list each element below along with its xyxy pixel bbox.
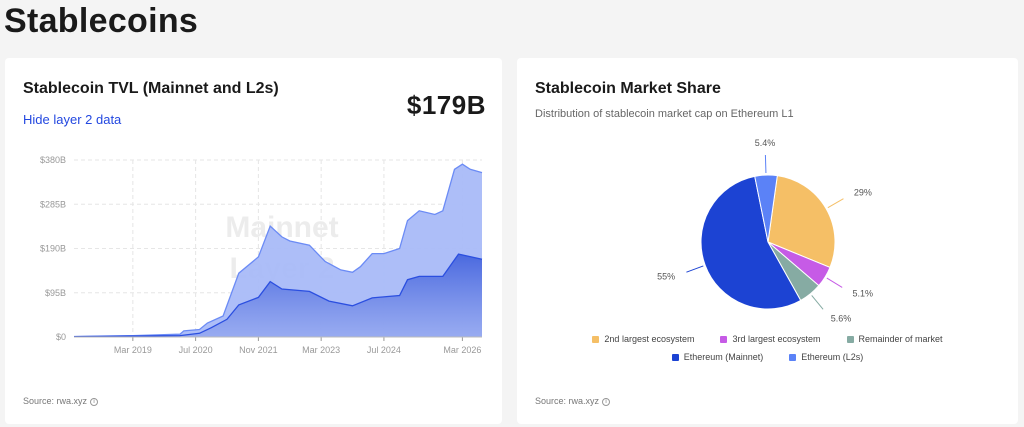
info-icon[interactable]: i bbox=[602, 397, 611, 406]
y-tick-label: $380B bbox=[40, 155, 66, 165]
legend-item[interactable]: 2nd largest ecosystem bbox=[592, 334, 694, 344]
source-text: Source: rwa.xyz bbox=[23, 396, 88, 406]
pie-label-leader bbox=[764, 155, 767, 174]
pie-slice-ethereum-mainnet[interactable] bbox=[700, 175, 802, 310]
pie-slice-ethereum-l2s[interactable] bbox=[754, 174, 778, 243]
pie-data-label: 5.1% bbox=[852, 289, 873, 299]
legend-label: 2nd largest ecosystem bbox=[604, 334, 695, 344]
market-share-title: Stablecoin Market Share bbox=[535, 80, 721, 97]
pie-label-leader bbox=[811, 295, 824, 310]
legend-swatch-icon bbox=[846, 335, 854, 343]
x-tick-label: Mar 2026 bbox=[443, 345, 481, 355]
info-icon[interactable]: i bbox=[90, 397, 99, 406]
x-tick-label: Jul 2024 bbox=[367, 345, 401, 355]
legend-item[interactable]: Ethereum (Mainnet) bbox=[671, 352, 764, 362]
y-tick-label: $95B bbox=[45, 288, 66, 298]
market-share-subtitle: Distribution of stablecoin market cap on… bbox=[535, 108, 794, 120]
tvl-source: Source: rwa.xyz i bbox=[23, 396, 99, 406]
y-tick-label: $0 bbox=[56, 332, 66, 342]
market-share-card: Stablecoin Market Share Distribution of … bbox=[517, 58, 1018, 424]
legend-item[interactable]: 3rd largest ecosystem bbox=[720, 334, 821, 344]
legend-label: Ethereum (L2s) bbox=[801, 352, 864, 362]
market-share-source: Source: rwa.xyz i bbox=[535, 396, 611, 406]
x-tick-label: Nov 2021 bbox=[239, 345, 278, 355]
legend-item[interactable]: Ethereum (L2s) bbox=[789, 352, 863, 362]
tvl-card: Stablecoin TVL (Mainnet and L2s) Hide la… bbox=[5, 58, 502, 424]
legend-swatch-icon bbox=[592, 335, 600, 343]
pie-legend: 2nd largest ecosystem 3rd largest ecosyst… bbox=[517, 334, 1018, 370]
legend-swatch-icon bbox=[789, 353, 797, 361]
source-text: Source: rwa.xyz bbox=[535, 396, 600, 406]
pie-label-leader bbox=[826, 277, 843, 288]
legend-swatch-icon bbox=[720, 335, 728, 343]
legend-label: Remainder of market bbox=[858, 334, 943, 344]
tvl-headline-value: $179B bbox=[406, 90, 486, 120]
pie-label-leader bbox=[686, 265, 704, 273]
x-tick-label: Jul 2020 bbox=[179, 345, 213, 355]
market-share-pie-chart[interactable]: 29% 5.1% 5.6% 55% 5.4% bbox=[517, 58, 1018, 328]
y-tick-label: $285B bbox=[40, 199, 66, 209]
hide-layer2-toggle[interactable]: Hide layer 2 data bbox=[23, 112, 122, 127]
legend-label: Ethereum (Mainnet) bbox=[683, 352, 764, 362]
line-layer-2 bbox=[73, 163, 483, 338]
y-tick-label: $190B bbox=[40, 244, 66, 254]
legend-label: 3rd largest ecosystem bbox=[732, 334, 821, 344]
pie-data-label: 29% bbox=[854, 188, 872, 198]
legend-item[interactable]: Remainder of market bbox=[846, 334, 943, 344]
x-tick-label: Mar 2023 bbox=[302, 345, 340, 355]
area-mainnet bbox=[74, 254, 482, 337]
tvl-card-title: Stablecoin TVL (Mainnet and L2s) bbox=[23, 80, 279, 97]
line-mainnet bbox=[73, 253, 483, 338]
page-title: Stablecoins bbox=[4, 2, 199, 40]
legend-swatch-icon bbox=[671, 353, 679, 361]
area-layer-2 bbox=[74, 164, 482, 337]
pie-data-label: 55% bbox=[657, 271, 675, 281]
tvl-area-chart[interactable]: $0 $95B $190B $285B $380B Mar 2019 Jul 2020 Nov… bbox=[20, 145, 500, 375]
x-tick-label: Mar 2019 bbox=[114, 345, 152, 355]
pie-slice-2nd-largest-ecosystem[interactable] bbox=[767, 175, 836, 269]
pie-label-leader bbox=[827, 198, 844, 209]
pie-data-label: 5.4% bbox=[755, 138, 776, 148]
pie-data-label: 5.6% bbox=[831, 314, 852, 324]
